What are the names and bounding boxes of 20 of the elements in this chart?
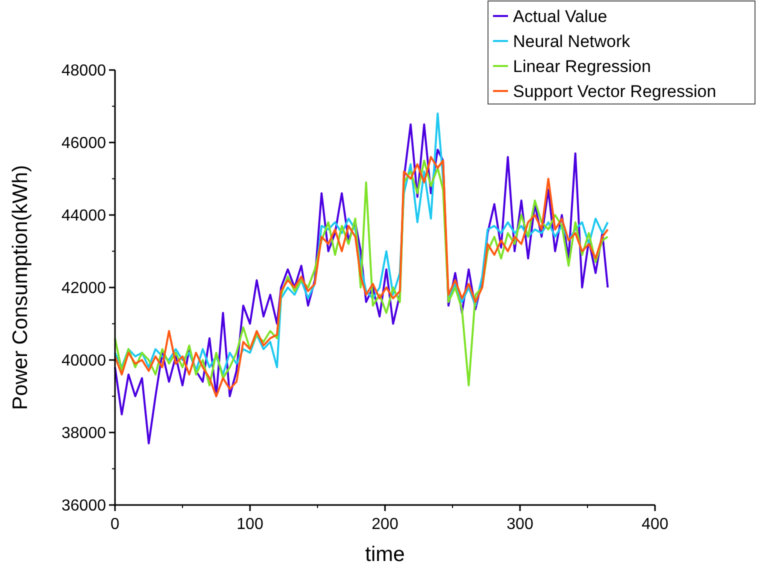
x-tick-label: 300: [506, 516, 534, 533]
y-tick-label: 44000: [62, 208, 106, 225]
y-axis-title: Power Consumption(kWh): [9, 164, 32, 410]
y-tick-label: 40000: [62, 352, 106, 370]
x-axis-title: time: [365, 543, 405, 566]
y-tick-label: 36000: [62, 498, 106, 515]
x-tick-label: 200: [372, 516, 398, 533]
legend-label: Support Vector Regression: [513, 82, 716, 101]
line-series: [114, 112, 609, 376]
line-series: [114, 123, 609, 444]
x-tick-label: 400: [642, 516, 668, 533]
y-tick-label: 42000: [62, 280, 106, 298]
legend-label: Neural Network: [513, 32, 631, 51]
x-tick-label: 100: [236, 516, 264, 533]
y-tick-label: 48000: [62, 62, 106, 80]
x-tick-label: 0: [110, 516, 120, 533]
legend-label: Linear Regression: [513, 57, 651, 76]
y-tick-label: 38000: [62, 425, 106, 442]
legend-label: Actual Value: [513, 7, 608, 26]
y-tick-label: 46000: [62, 135, 106, 152]
